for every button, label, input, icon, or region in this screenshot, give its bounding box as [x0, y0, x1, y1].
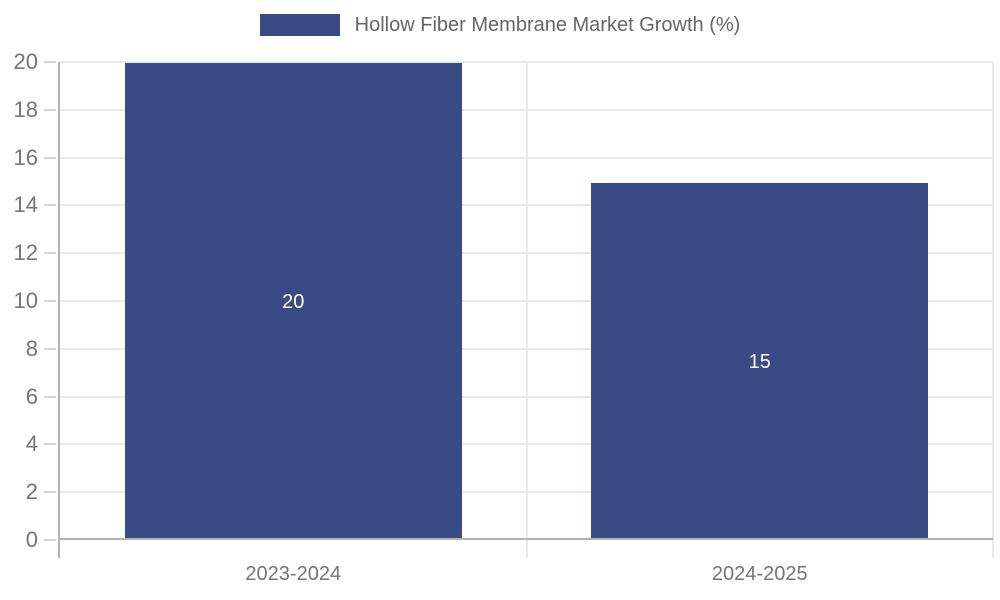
y-tick-label-12: 12 — [13, 240, 38, 266]
x-tick-label-2023-2024: 2023-2024 — [245, 563, 342, 585]
bar-value-label-2024-2025: 15 — [748, 350, 771, 373]
bar-value-label-2023-2024: 20 — [282, 291, 305, 313]
y-tick-mark-20 — [44, 61, 56, 63]
y-tick-label-10: 10 — [13, 288, 38, 313]
y-tick-mark-12 — [44, 252, 56, 255]
y-tick-mark-16 — [44, 156, 56, 159]
y-axis-line — [58, 62, 60, 558]
legend-label: Hollow Fiber Membrane Market Growth (%) — [354, 14, 741, 36]
y-tick-label-20: 20 — [13, 49, 38, 74]
gridline-x-boundary-2 — [992, 62, 994, 558]
y-tick-label-8: 8 — [25, 335, 38, 361]
y-tick-label-18: 18 — [13, 96, 38, 122]
y-tick-label-2: 2 — [25, 479, 38, 505]
bar-2023-2024: 20 — [124, 63, 462, 540]
y-tick-label-4: 4 — [25, 431, 38, 457]
y-tick-mark-2 — [44, 491, 56, 494]
y-tick-label-6: 6 — [25, 383, 38, 409]
legend-item[interactable]: Hollow Fiber Membrane Market Growth (%) — [259, 14, 741, 36]
chart-legend: Hollow Fiber Membrane Market Growth (%) — [0, 14, 1000, 36]
y-tick-mark-4 — [44, 443, 56, 446]
y-tick-mark-6 — [44, 395, 56, 398]
bar-2024-2025: 15 — [591, 182, 929, 540]
x-tick-label-2024-2025: 2024-2025 — [711, 563, 808, 585]
y-tick-label-16: 16 — [13, 144, 38, 170]
x-axis-line — [60, 538, 993, 540]
legend-color-swatch — [259, 14, 340, 36]
y-tick-mark-14 — [44, 204, 56, 207]
y-tick-mark-8 — [44, 347, 56, 350]
y-tick-mark-10 — [44, 300, 56, 302]
y-tick-label-0: 0 — [25, 527, 38, 552]
plot-area: 0 2 4 6 8 10 12 14 16 18 20 20 2023-2024 15 2024-2025 — [14, 51, 994, 585]
y-tick-label-14: 14 — [13, 192, 38, 218]
y-tick-mark-0 — [44, 539, 56, 541]
y-tick-mark-18 — [44, 108, 56, 111]
gridline-x-boundary-1 — [525, 62, 528, 558]
